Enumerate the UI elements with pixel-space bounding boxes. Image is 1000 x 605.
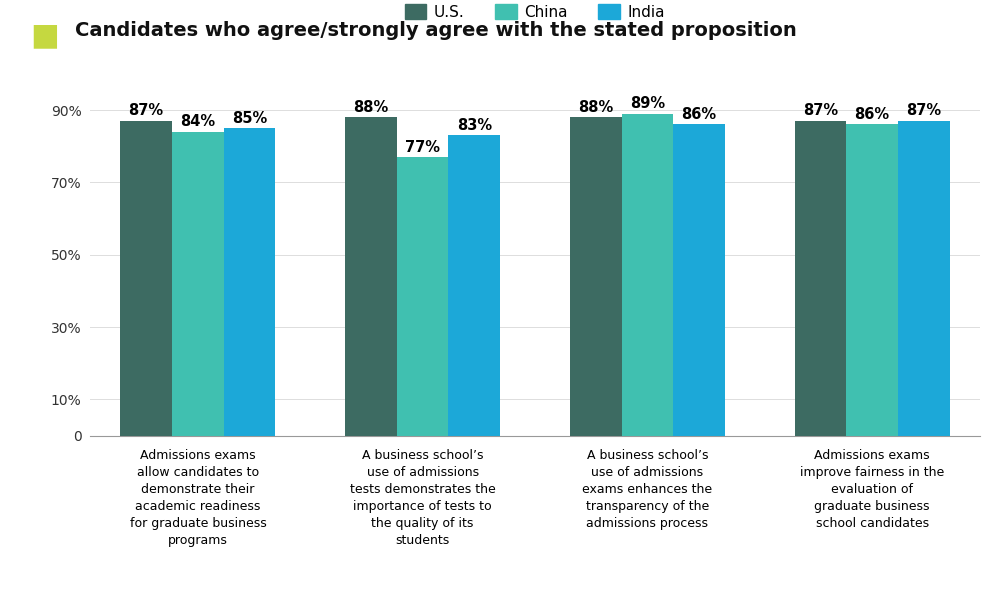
- Bar: [898, 121, 950, 436]
- Bar: [795, 121, 846, 436]
- Bar: [448, 136, 500, 436]
- Bar: [622, 114, 673, 436]
- Text: 88%: 88%: [578, 100, 613, 115]
- Bar: [846, 125, 898, 436]
- Text: ■: ■: [30, 21, 59, 50]
- Bar: [120, 121, 172, 436]
- Bar: [345, 117, 397, 436]
- Text: Candidates who agree/strongly agree with the stated proposition: Candidates who agree/strongly agree with…: [75, 21, 797, 40]
- Text: 84%: 84%: [180, 114, 215, 129]
- Bar: [172, 132, 224, 436]
- Text: 88%: 88%: [353, 100, 389, 115]
- Text: 86%: 86%: [855, 107, 890, 122]
- Text: 87%: 87%: [906, 103, 941, 119]
- Bar: [673, 125, 725, 436]
- Bar: [570, 117, 622, 436]
- Text: 77%: 77%: [405, 140, 440, 154]
- Text: 89%: 89%: [630, 96, 665, 111]
- Text: 83%: 83%: [457, 118, 492, 133]
- Text: 86%: 86%: [682, 107, 717, 122]
- Text: 87%: 87%: [803, 103, 838, 119]
- Text: 87%: 87%: [129, 103, 164, 119]
- Legend: U.S., China, India: U.S., China, India: [399, 0, 671, 26]
- Bar: [224, 128, 275, 436]
- Text: 85%: 85%: [232, 111, 267, 126]
- Bar: [397, 157, 448, 436]
